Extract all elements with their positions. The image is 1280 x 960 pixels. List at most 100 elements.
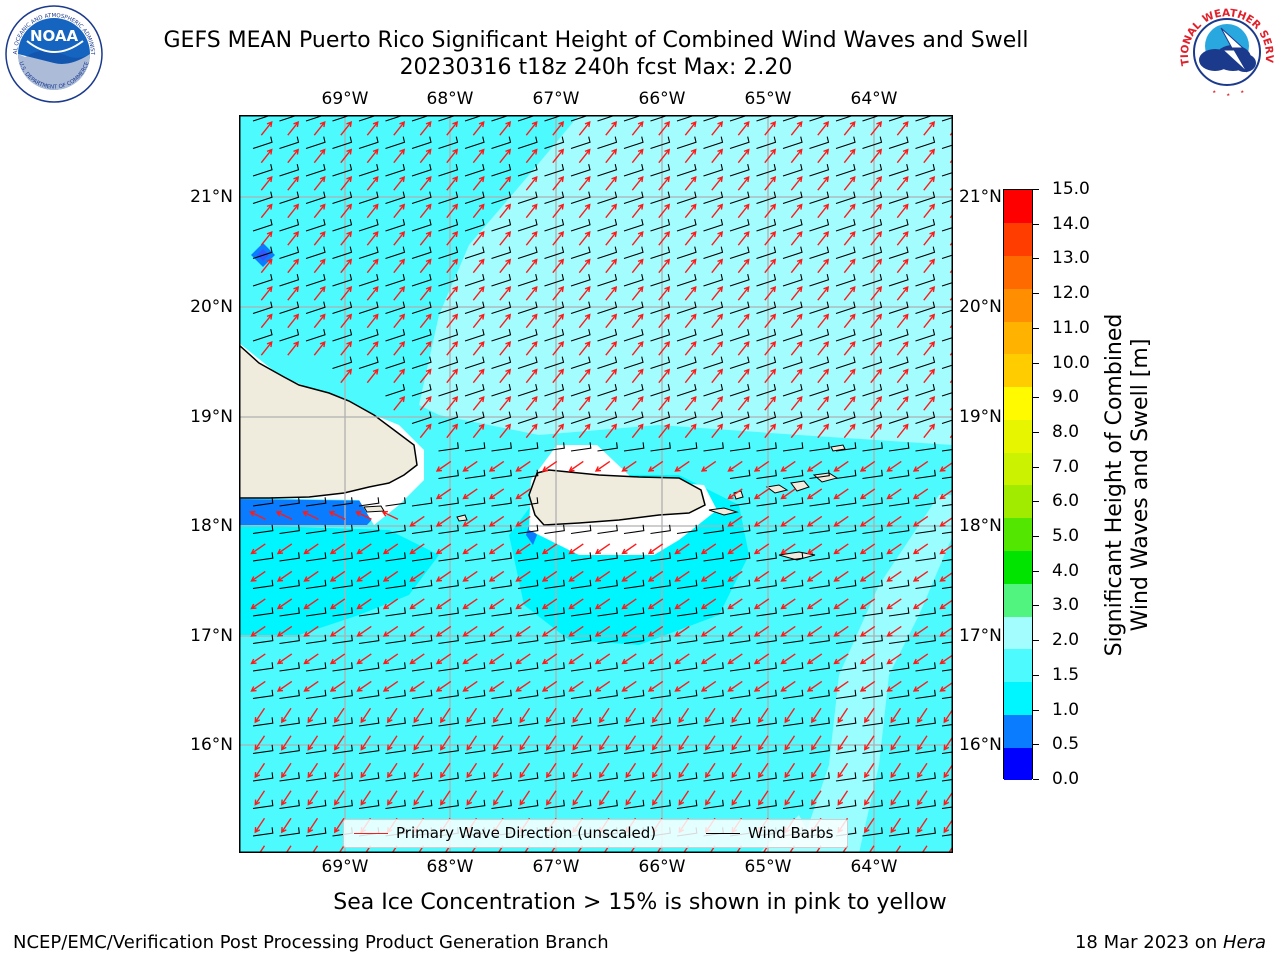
wind-barb xyxy=(332,163,353,177)
island-mona xyxy=(456,514,468,522)
wind-barb xyxy=(491,772,512,782)
wave-direction-arrow xyxy=(790,423,803,439)
wind-barb xyxy=(491,163,512,177)
wave-direction-arrow xyxy=(594,680,611,692)
wind-barb xyxy=(941,613,953,617)
wave-direction-arrow xyxy=(917,762,928,779)
wave-direction-arrow xyxy=(287,258,300,274)
wind-barb xyxy=(729,442,751,452)
wind-barb xyxy=(888,115,909,122)
wind-barb xyxy=(570,356,591,370)
wave-direction-arrow xyxy=(488,460,505,472)
land-hispaniola xyxy=(239,343,418,499)
wind-barb xyxy=(941,419,953,425)
wind-barb xyxy=(252,497,274,507)
wave-direction-arrow xyxy=(923,396,936,411)
wave-direction-arrow xyxy=(515,625,531,637)
wind-barb xyxy=(703,411,724,425)
wave-direction-arrow xyxy=(334,762,345,779)
wind-barb xyxy=(888,607,910,617)
wind-barb xyxy=(517,607,539,617)
wind-barb xyxy=(782,115,803,122)
wind-barb xyxy=(279,827,300,837)
colorbar-label: Significant Height of Combined Wind Wave… xyxy=(1102,275,1154,695)
wave-direction-arrow xyxy=(409,653,425,665)
wave-direction-arrow xyxy=(764,341,777,356)
wind-barb xyxy=(438,744,459,755)
wind-barb xyxy=(862,218,883,232)
wave-direction-arrow xyxy=(382,653,399,665)
wind-barb xyxy=(491,246,512,260)
wave-direction-arrow xyxy=(552,258,565,274)
wave-direction-arrow xyxy=(843,121,856,136)
wind-barb xyxy=(385,497,406,507)
wind-barb xyxy=(332,524,353,535)
wave-direction-arrow xyxy=(446,203,459,219)
wind-barb xyxy=(305,717,327,727)
wave-direction-arrow xyxy=(631,203,644,219)
wind-barb xyxy=(438,246,459,260)
wave-direction-arrow xyxy=(731,707,743,724)
wind-barb xyxy=(517,799,539,810)
wave-direction-arrow xyxy=(329,653,346,665)
wind-barb xyxy=(915,273,936,287)
colorbar-tick-mark xyxy=(1033,501,1039,503)
wave-direction-arrow xyxy=(499,148,512,164)
nws-logo: NATIONAL WEATHER SERVICE xyxy=(1173,0,1277,102)
wind-barb xyxy=(915,163,936,177)
wind-barb xyxy=(809,163,830,177)
wind-barb xyxy=(756,191,777,205)
wind-barb xyxy=(835,607,857,617)
wind-barb xyxy=(650,442,671,452)
wave-direction-arrow xyxy=(711,286,724,301)
wave-direction-arrow xyxy=(711,341,724,356)
wave-direction-arrow xyxy=(329,625,346,637)
wind-barb xyxy=(491,411,512,425)
wind-barb xyxy=(517,717,539,727)
wave-direction-arrow xyxy=(896,258,909,274)
colorbar-tick-label: 14.0 xyxy=(1052,213,1090,234)
wind-barb xyxy=(438,662,459,672)
wind-barb xyxy=(650,218,671,232)
wind-barb xyxy=(888,218,909,232)
wave-direction-arrow xyxy=(870,341,883,356)
wind-barb xyxy=(941,309,953,315)
wave-direction-arrow xyxy=(652,762,663,779)
wind-barb xyxy=(464,497,486,507)
wave-direction-arrow xyxy=(658,121,671,136)
wave-direction-arrow xyxy=(472,368,485,384)
wind-barb xyxy=(464,442,486,452)
wave-direction-arrow xyxy=(737,313,750,329)
island-st-croix xyxy=(778,551,816,561)
wind-barb xyxy=(438,356,459,370)
wind-barb xyxy=(570,273,591,287)
wind-barb xyxy=(252,328,273,342)
wind-barb xyxy=(464,524,486,535)
wave-direction-arrow xyxy=(711,231,724,246)
wind-barb xyxy=(623,442,645,452)
wave-direction-arrow xyxy=(923,423,936,439)
wind-barb xyxy=(676,328,697,342)
wave-direction-arrow xyxy=(843,148,856,164)
wind-barb xyxy=(544,799,565,810)
wave-direction-arrow xyxy=(435,543,452,555)
wave-direction-arrow xyxy=(334,790,345,806)
wind-barb xyxy=(782,799,804,810)
wave-direction-arrow xyxy=(737,423,750,439)
wave-direction-arrow xyxy=(621,653,637,665)
wind-barb xyxy=(438,273,459,287)
wind-barb xyxy=(782,497,804,507)
wave-direction-arrow xyxy=(260,286,273,301)
wind-barb xyxy=(385,524,406,535)
wave-direction-arrow xyxy=(472,313,485,329)
wind-barb xyxy=(623,383,644,397)
wave-direction-arrow xyxy=(250,543,266,555)
wind-barb xyxy=(544,301,565,315)
colorbar-tick-label: 9.0 xyxy=(1052,387,1080,408)
wave-direction-arrow xyxy=(515,543,531,555)
wind-barb xyxy=(597,191,618,205)
wind-barb xyxy=(650,191,671,205)
wave-direction-arrow xyxy=(886,570,902,582)
wind-barb xyxy=(703,246,724,260)
wave-direction-arrow xyxy=(287,231,300,246)
